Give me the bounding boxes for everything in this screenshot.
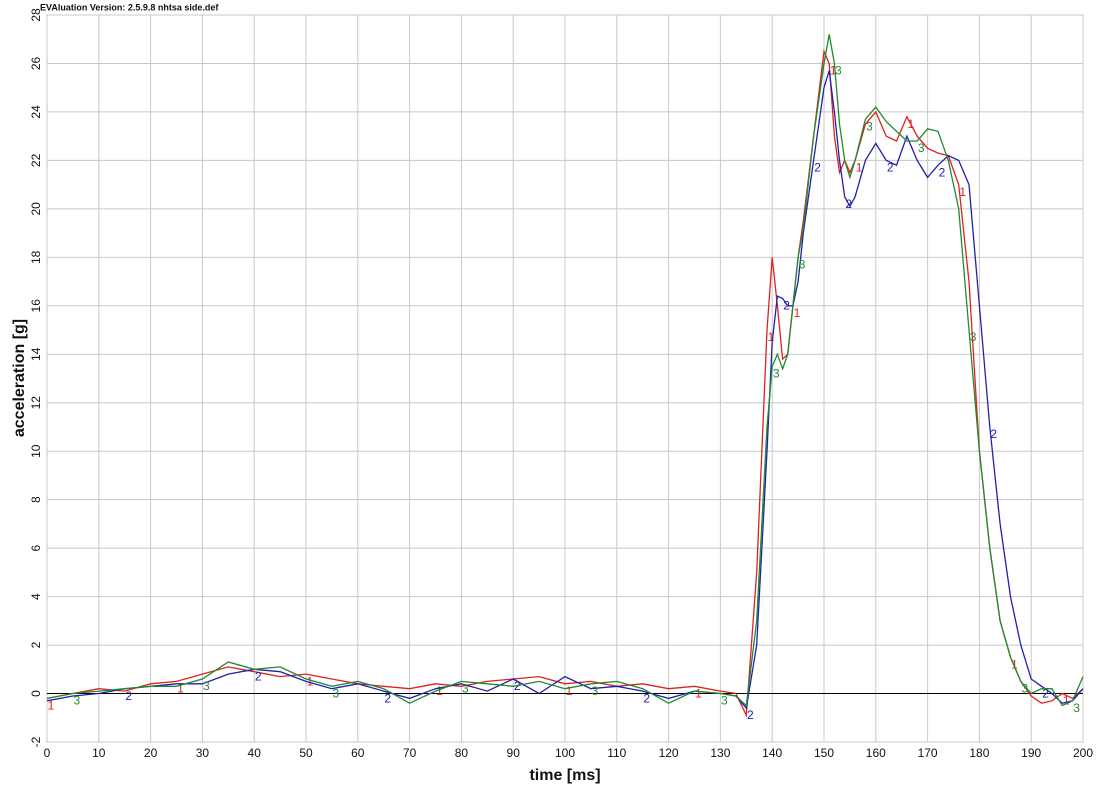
x-tick-label: 90 — [507, 746, 521, 760]
curve-label: 3 — [203, 679, 210, 693]
x-tick-label: 30 — [196, 746, 210, 760]
curve-label: 2 — [783, 299, 790, 313]
curve-label: 1 — [48, 699, 55, 713]
y-tick-label: 14 — [29, 347, 43, 361]
curve-label: 1 — [908, 117, 915, 131]
x-tick-label: 10 — [92, 746, 106, 760]
curve-label: 1 — [177, 682, 184, 696]
x-tick-label: 190 — [1021, 746, 1041, 760]
y-tick-label: 24 — [29, 105, 43, 119]
curve-label: 3 — [835, 64, 842, 78]
curve-label: 2 — [814, 161, 821, 175]
curve-label: 3 — [970, 330, 977, 344]
y-tick-label: 10 — [29, 444, 43, 458]
y-tick-label: 2 — [29, 641, 43, 648]
y-tick-label: 16 — [29, 299, 43, 313]
x-tick-label: 80 — [455, 746, 469, 760]
y-tick-label: 8 — [29, 496, 43, 503]
curve-label: 2 — [887, 161, 894, 175]
x-tick-label: 180 — [969, 746, 989, 760]
curve-label: 1 — [695, 686, 702, 700]
x-tick-label: 140 — [762, 746, 782, 760]
chart-title: EVAluation Version: 2.5.9.8 nhtsa side.d… — [40, 2, 219, 12]
curve-label: 3 — [773, 367, 780, 381]
curve-label: 3 — [1073, 701, 1080, 715]
series-line — [46, 34, 1084, 707]
curve-label: 3 — [462, 682, 469, 696]
curve-label: 3 — [918, 141, 925, 155]
y-tick-label: 18 — [29, 250, 43, 264]
curve-label: 3 — [721, 694, 728, 708]
x-tick-label: 200 — [1073, 746, 1093, 760]
x-tick-label: 100 — [555, 746, 575, 760]
curve-label: 1 — [768, 330, 775, 344]
x-axis-label: time [ms] — [529, 767, 600, 784]
curve-label: 2 — [939, 165, 946, 179]
curve-label: 1 — [1011, 657, 1018, 671]
y-axis-label: acceleration [g] — [11, 319, 28, 437]
x-tick-label: 50 — [299, 746, 313, 760]
y-tick-label: -2 — [29, 736, 43, 747]
curve-label: 3 — [1021, 682, 1028, 696]
curve-label: 1 — [830, 64, 837, 78]
y-tick-label: 20 — [29, 202, 43, 216]
y-tick-label: 28 — [29, 8, 43, 22]
curve-label: 3 — [74, 694, 81, 708]
y-tick-label: 6 — [29, 544, 43, 551]
curve-label: 2 — [255, 669, 262, 683]
y-tick-label: 26 — [29, 56, 43, 70]
x-tick-label: 160 — [866, 746, 886, 760]
curve-label: 2 — [643, 691, 650, 705]
curve-label: 2 — [125, 689, 132, 703]
curve-label: 1 — [566, 684, 573, 698]
y-tick-label: 12 — [29, 396, 43, 410]
y-tick-label: 0 — [29, 690, 43, 697]
x-tick-label: 150 — [814, 746, 834, 760]
x-tick-label: 70 — [403, 746, 417, 760]
x-tick-label: 40 — [248, 746, 262, 760]
curve-label: 1 — [1063, 694, 1070, 708]
y-tick-label: 22 — [29, 153, 43, 167]
curve-label: 3 — [866, 119, 873, 133]
curve-label: 2 — [845, 197, 852, 211]
curve-label: 1 — [959, 185, 966, 199]
curve-label: 3 — [799, 258, 806, 272]
curve-label: 1 — [856, 161, 863, 175]
x-tick-label: 110 — [607, 746, 626, 760]
series-line — [46, 48, 1084, 718]
x-tick-label: 130 — [710, 746, 730, 760]
curve-label: 2 — [384, 691, 391, 705]
curve-label: 1 — [307, 674, 314, 688]
x-tick-label: 120 — [659, 746, 679, 760]
x-tick-label: 20 — [144, 746, 158, 760]
x-tick-label: 170 — [918, 746, 938, 760]
series-line — [46, 70, 1084, 710]
curve-label: 3 — [592, 684, 599, 698]
curve-label: 3 — [333, 686, 340, 700]
curve-label: 2 — [1042, 686, 1049, 700]
curve-label: 2 — [990, 427, 997, 441]
curve-label: 2 — [747, 708, 754, 722]
y-tick-label: 4 — [29, 593, 43, 600]
curve-label: 1 — [794, 306, 801, 320]
curve-label: 1 — [436, 684, 443, 698]
x-tick-label: 60 — [351, 746, 365, 760]
x-tick-label: 0 — [44, 746, 51, 760]
